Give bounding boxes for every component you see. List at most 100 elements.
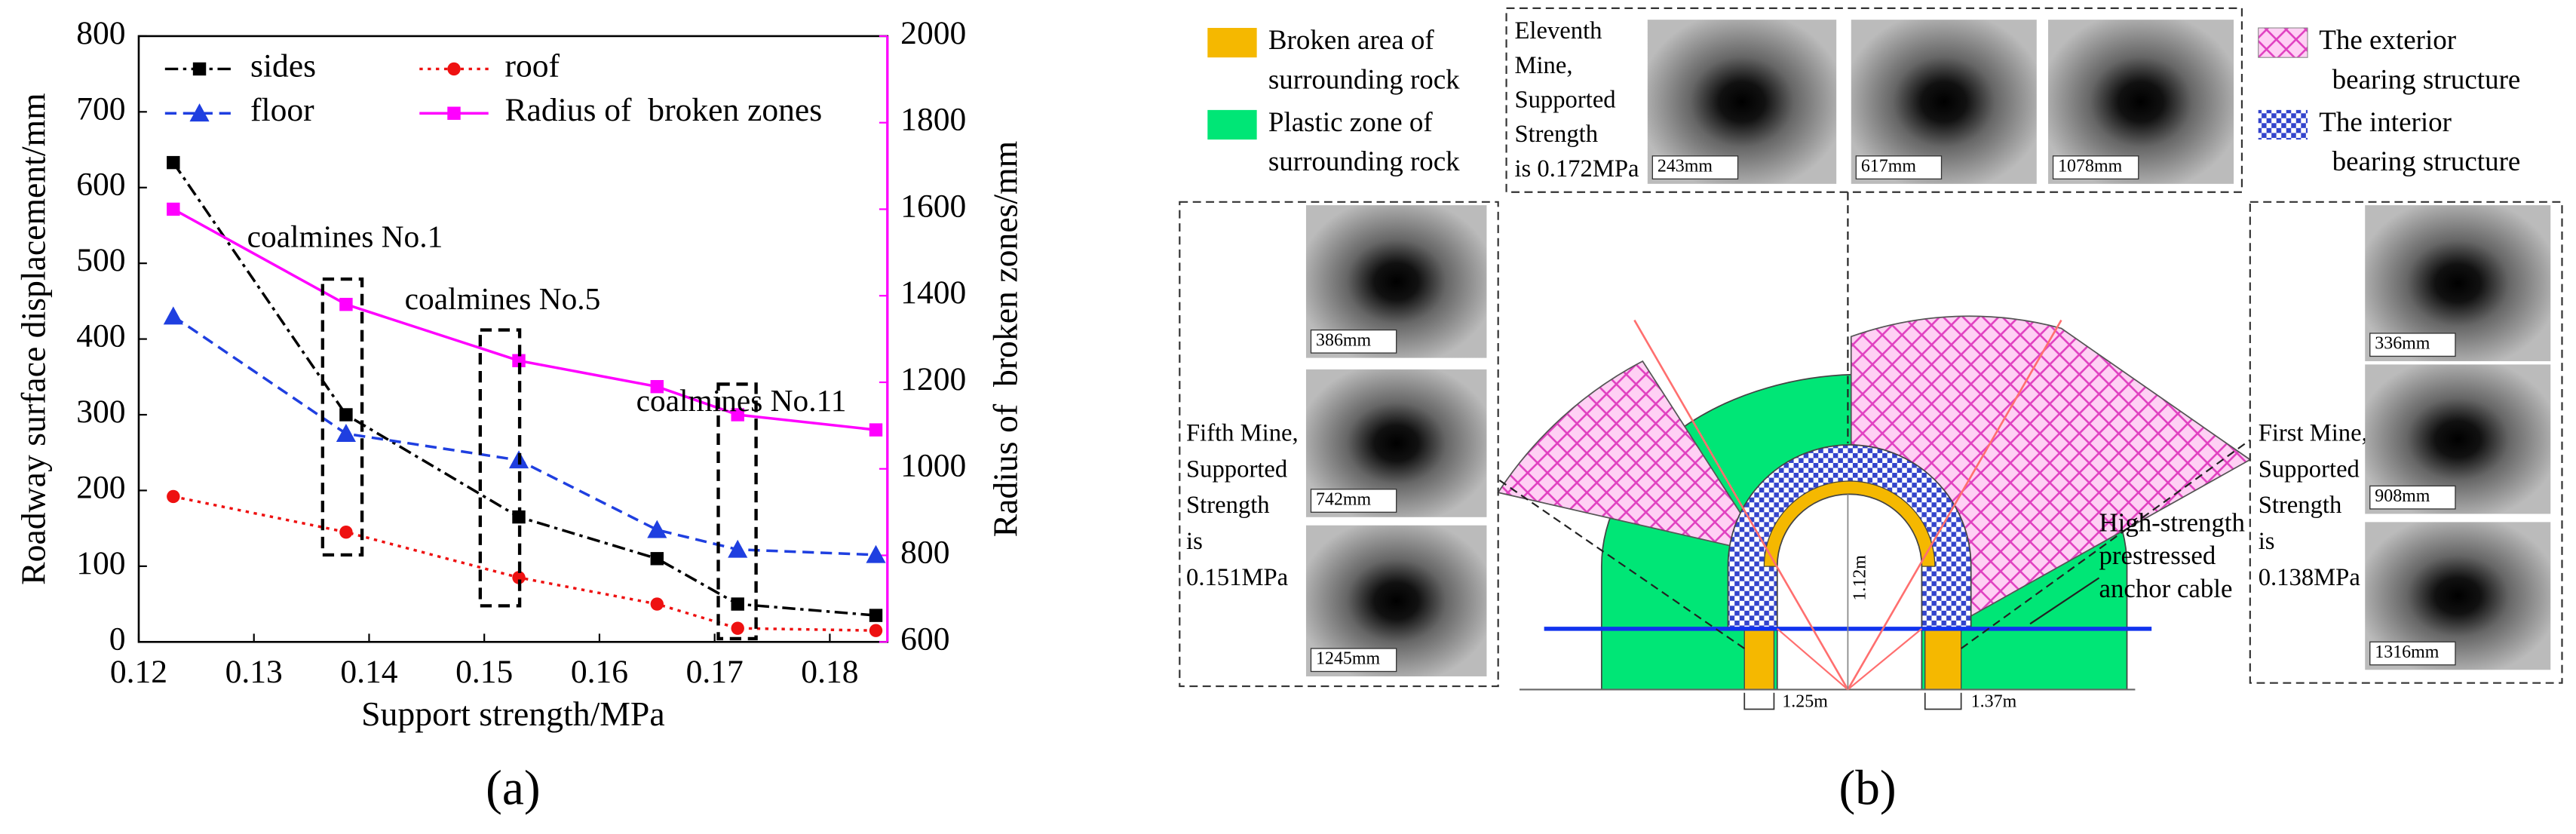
caption: First Mine, <box>2259 419 2368 446</box>
marker <box>339 525 353 539</box>
photo-tag <box>1310 489 1397 513</box>
legend-label: surrounding rock <box>1268 64 1460 95</box>
ray <box>1847 628 1923 691</box>
marker <box>167 202 180 216</box>
annotation: coalmines No.5 <box>405 281 601 316</box>
dimension-bracket <box>1743 692 1962 710</box>
tunnel <box>1776 493 1923 691</box>
caption: Eleventh <box>1514 17 1602 44</box>
marker <box>192 62 207 76</box>
legend-label: The exterior <box>2319 25 2456 56</box>
cable-label: anchor cable <box>2099 574 2233 603</box>
marker <box>163 306 183 325</box>
dimension-label: 1.37m <box>1971 691 2017 711</box>
marker <box>869 609 883 622</box>
broken-foot-left <box>1743 628 1775 691</box>
x-tick-label: 0.15 <box>455 654 513 690</box>
x-axis-label: Support strength/MPa <box>361 694 665 733</box>
photo-tag <box>2369 641 2456 666</box>
legend-label: Radius of broken zones <box>504 92 822 128</box>
caption: Strength <box>1514 121 1598 148</box>
photo-tag <box>2052 155 2139 179</box>
y-axis-label: Roadway surface displacement/mm <box>14 93 53 585</box>
photo-tag <box>2369 333 2456 357</box>
x-tick-label: 0.14 <box>340 654 397 690</box>
caption: Supported <box>1186 455 1287 483</box>
photo-depth: 742mm <box>1316 490 1372 510</box>
caption: 0.138MPa <box>2259 564 2361 591</box>
marker <box>731 621 744 635</box>
marker <box>650 552 664 566</box>
x-tick-label: 0.12 <box>110 654 167 690</box>
marker <box>731 597 744 611</box>
caption: 0.151MPa <box>1186 564 1289 591</box>
legend-swatch <box>1207 28 1257 58</box>
photo-tag <box>1651 155 1739 179</box>
marker <box>189 103 210 122</box>
marker <box>167 155 180 170</box>
dimension-label: 1.12m <box>1850 555 1869 601</box>
photo-depth: 243mm <box>1658 157 1713 176</box>
ray <box>1847 319 2062 691</box>
y2-tick-label: 800 <box>900 534 949 570</box>
y2-tick-label: 1000 <box>900 448 966 484</box>
y2-tick-label: 1800 <box>900 102 966 138</box>
marker <box>447 62 461 76</box>
highlight-box <box>478 328 522 608</box>
highlight-box <box>320 277 364 557</box>
caption: is <box>2259 528 2275 555</box>
legend-swatch <box>2258 109 2308 140</box>
y2-tick-label: 1400 <box>900 274 966 311</box>
y-tick-label: 500 <box>76 242 125 278</box>
photo-depth: 336mm <box>2375 334 2430 354</box>
y-tick-label: 200 <box>76 469 125 505</box>
marker <box>728 539 748 558</box>
ray <box>1633 319 1849 691</box>
y2-tick-label: 1600 <box>900 188 966 224</box>
legend-swatch <box>1207 109 1257 140</box>
marker <box>866 544 886 563</box>
caption: Strength <box>2259 492 2342 519</box>
marker <box>339 297 353 311</box>
series-line <box>172 315 876 557</box>
y2-tick-label: 2000 <box>900 15 966 51</box>
caption: is <box>1186 528 1203 555</box>
marker <box>731 408 744 422</box>
marker <box>447 106 461 120</box>
annotation: coalmines No.1 <box>247 219 443 253</box>
legend-label: Broken area of <box>1268 25 1435 56</box>
legend-label: sides <box>250 48 316 84</box>
photo-depth: 617mm <box>1861 157 1917 176</box>
exterior-bearing-left <box>1497 360 1783 579</box>
legend-label: The interior <box>2319 107 2452 138</box>
photo-depth: 1316mm <box>2375 642 2439 662</box>
series-line <box>172 161 876 617</box>
photo-tag <box>1310 329 1397 354</box>
leader <box>1498 478 1745 649</box>
y-tick-label: 400 <box>76 318 125 354</box>
cable-label: High-strength <box>2099 508 2245 538</box>
chart-a: 0.12 0.13 0.14 0.15 0.16 0.17 0.18 0 100 200 300 40… <box>14 15 1025 733</box>
group-frame <box>1179 201 1499 688</box>
marker <box>512 354 526 367</box>
photo-depth: 1078mm <box>2058 157 2122 176</box>
x-tick-label: 0.17 <box>686 654 744 690</box>
marker <box>339 408 353 422</box>
group-frame <box>2249 201 2563 684</box>
marker <box>167 489 180 504</box>
x-tick-label: 0.13 <box>225 654 283 690</box>
x-tick-label: 0.18 <box>801 654 858 690</box>
group-frame <box>1505 7 2243 193</box>
diagram-b: Broken area of surrounding rock Plastic zo… <box>1179 7 2563 711</box>
y-tick-label: 600 <box>76 167 125 203</box>
caption: Mine, <box>1514 52 1572 79</box>
photo-depth: 386mm <box>1316 330 1372 350</box>
marker <box>650 597 664 611</box>
caption: Supported <box>1514 86 1615 113</box>
y-tick-label: 700 <box>76 90 125 127</box>
marker <box>336 424 356 442</box>
y-tick-label: 100 <box>76 545 125 581</box>
series-line <box>172 207 876 431</box>
